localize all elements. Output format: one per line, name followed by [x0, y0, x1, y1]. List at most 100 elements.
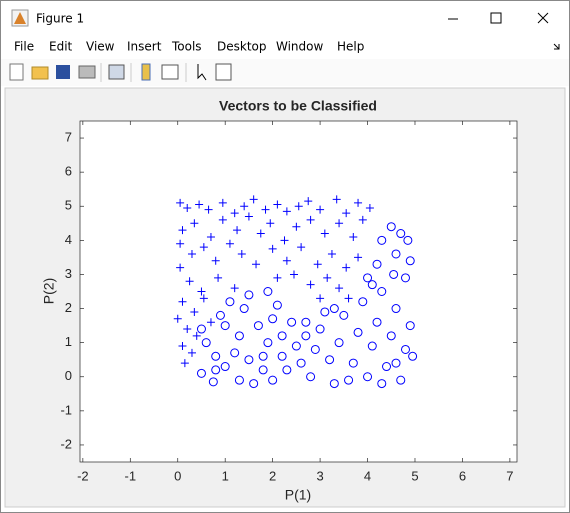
y-tick-label: 6 — [65, 164, 72, 179]
cross-marker — [183, 203, 192, 212]
cross-marker — [292, 222, 301, 231]
cross-marker — [206, 232, 215, 241]
circle-marker — [268, 375, 278, 385]
legend-icon[interactable] — [161, 64, 179, 80]
circle-marker — [329, 304, 339, 314]
plot-tools-icon[interactable] — [215, 63, 232, 81]
cross-marker — [199, 243, 208, 252]
circle-marker — [344, 375, 354, 385]
menu-item[interactable]: File — [14, 40, 34, 54]
circle-marker — [291, 341, 301, 351]
cross-marker — [323, 273, 332, 282]
cross-marker — [204, 205, 213, 214]
x-axis-label: P(1) — [285, 487, 311, 503]
x-tick-label: 6 — [459, 468, 466, 483]
colorbar-icon[interactable] — [141, 63, 151, 81]
circle-marker — [258, 365, 268, 375]
chart-title: Vectors to be Classified — [219, 98, 377, 114]
menu-item[interactable]: View — [86, 40, 115, 54]
open-icon[interactable] — [31, 66, 49, 80]
circle-marker — [405, 321, 415, 331]
cross-marker — [190, 307, 199, 316]
cross-marker — [230, 209, 239, 218]
y-tick-label: -2 — [60, 436, 72, 451]
menu-item[interactable]: Window — [276, 40, 324, 54]
circle-marker — [339, 310, 349, 320]
circle-marker — [310, 344, 320, 354]
link-icon[interactable] — [108, 64, 125, 80]
circle-marker — [201, 338, 211, 348]
circle-marker — [225, 297, 235, 307]
pointer-icon[interactable] — [197, 64, 207, 81]
circle-marker — [196, 368, 206, 378]
circle-marker — [230, 348, 240, 358]
circle-marker — [386, 222, 396, 232]
toolbar — [1, 59, 569, 86]
x-tick-label: 5 — [411, 468, 418, 483]
cross-marker — [176, 198, 185, 207]
cross-marker — [237, 249, 246, 258]
x-tick-label: -1 — [125, 468, 137, 483]
menu-item[interactable]: Desktop — [217, 40, 267, 54]
circle-marker — [220, 321, 230, 331]
circle-marker — [258, 351, 268, 361]
circle-marker — [215, 310, 225, 320]
cross-marker — [211, 256, 220, 265]
menu-item[interactable]: Insert — [127, 40, 162, 54]
window-title: Figure 1 — [36, 12, 84, 26]
circle-marker — [277, 351, 287, 361]
menu-item[interactable]: Help — [337, 40, 364, 54]
circle-marker — [358, 297, 368, 307]
close-button[interactable] — [537, 12, 549, 24]
app-icon-shape — [14, 12, 26, 24]
menu-item[interactable]: Tools — [171, 40, 202, 54]
circle-marker — [403, 235, 413, 245]
axes-box — [79, 120, 518, 463]
cross-marker — [316, 205, 325, 214]
maximize-button[interactable] — [490, 12, 502, 24]
toolbar-bg — [1, 59, 569, 86]
circle-marker — [348, 358, 358, 368]
cross-marker — [335, 219, 344, 228]
cross-marker — [304, 197, 313, 206]
cross-marker — [256, 229, 265, 238]
circle-marker — [239, 304, 249, 314]
circle-marker — [408, 351, 418, 361]
circle-marker — [208, 377, 218, 387]
circle-marker — [400, 344, 410, 354]
cross-marker — [178, 342, 187, 351]
cross-marker — [320, 229, 329, 238]
cross-marker — [280, 236, 289, 245]
menu-item[interactable]: Edit — [49, 40, 73, 54]
circle-marker — [363, 273, 373, 283]
cross-marker — [178, 226, 187, 235]
dock-arrow[interactable] — [553, 43, 560, 50]
cross-marker — [327, 249, 336, 258]
circle-marker — [329, 379, 339, 389]
cross-marker — [173, 314, 182, 323]
cross-marker — [306, 215, 315, 224]
circle-marker — [282, 365, 292, 375]
y-tick-label: 3 — [65, 266, 72, 281]
cross-marker — [230, 284, 239, 293]
cross-marker — [218, 215, 227, 224]
circle-marker — [377, 379, 387, 389]
cross-marker — [192, 331, 201, 340]
cross-marker — [197, 287, 206, 296]
cross-marker — [316, 294, 325, 303]
cross-marker — [225, 239, 234, 248]
new-icon[interactable] — [9, 63, 24, 81]
cross-marker — [289, 270, 298, 279]
print-icon[interactable] — [78, 65, 96, 79]
cross-marker — [206, 318, 215, 327]
y-tick-label: 2 — [65, 300, 72, 315]
save-icon[interactable] — [56, 65, 70, 79]
cross-marker — [187, 249, 196, 258]
circle-marker — [320, 307, 330, 317]
circle-marker — [386, 331, 396, 341]
circle-marker — [400, 273, 410, 283]
cross-marker — [252, 260, 261, 269]
cross-marker — [344, 294, 353, 303]
x-tick-label: -2 — [77, 468, 89, 483]
